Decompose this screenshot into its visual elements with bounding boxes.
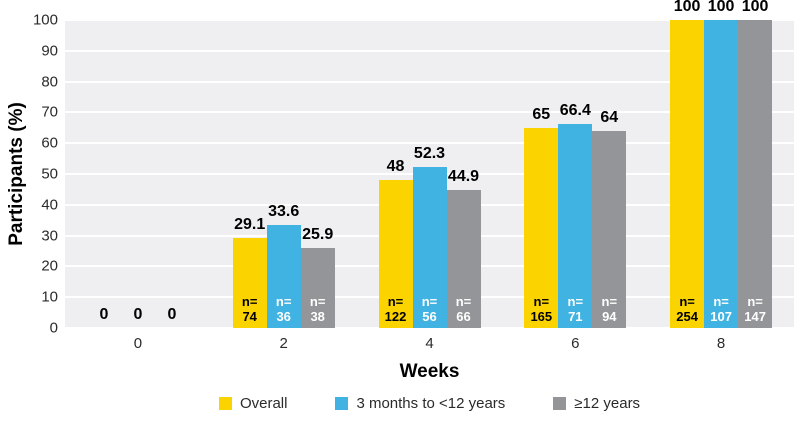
y-tick-label: 90 xyxy=(41,42,58,60)
bar-value-label: 33.6 xyxy=(268,202,300,220)
x-tick-label: 8 xyxy=(716,335,726,352)
x-tick-label: 4 xyxy=(425,335,434,352)
bar-n-label: n= 107 xyxy=(710,294,732,324)
x-axis-title: Weeks xyxy=(399,361,460,382)
bar-value-label: 0 xyxy=(167,306,177,323)
gridline xyxy=(65,19,794,21)
x-tick-label: 2 xyxy=(279,335,288,352)
bar-group: 65 n= 165 66.4 n= 71 64 n= 94 xyxy=(524,102,627,328)
y-tick-label: 100 xyxy=(32,11,58,29)
bar-value-label: 100 xyxy=(673,0,701,15)
bar: 29.1 n= 74 xyxy=(232,216,267,328)
bar-value-label: 25.9 xyxy=(302,226,334,244)
bar: 52.3 n= 56 xyxy=(412,145,447,328)
bar-n-label: n= 165 xyxy=(530,294,553,324)
legend-label: Overall xyxy=(239,395,288,412)
y-tick-label: 30 xyxy=(41,227,58,245)
bar-group: 29.1 n= 74 33.6 n= 36 25.9 n= 38 xyxy=(232,203,335,328)
gridline xyxy=(65,327,794,329)
bar-value-label: 66.4 xyxy=(559,101,591,119)
bar-n-label: n= 122 xyxy=(384,294,407,324)
y-tick-label: 70 xyxy=(41,103,58,121)
bar: 66.4 n= 71 xyxy=(558,102,593,328)
bar: 64 n= 94 xyxy=(592,109,627,328)
legend-item: 3 months to <12 years xyxy=(335,395,505,412)
gridline xyxy=(65,142,794,145)
bar-n-label: n= 36 xyxy=(275,294,292,324)
y-tick-label: 10 xyxy=(41,288,58,306)
bar: 100 n= 107 xyxy=(704,0,739,328)
legend-item: ≥12 years xyxy=(553,395,640,412)
bar-value-label: 48 xyxy=(386,158,405,176)
bar-value-label: 0 xyxy=(99,306,109,323)
y-tick-label: 80 xyxy=(41,73,58,91)
x-tick-label: 6 xyxy=(571,335,580,352)
bar-group: 48 n= 122 52.3 n= 56 44.9 n= 66 xyxy=(378,145,481,328)
legend-label: 3 months to <12 years xyxy=(356,395,506,412)
bar-value-label: 65 xyxy=(532,105,551,123)
bar-value-label: 52.3 xyxy=(413,144,446,162)
bar-value-label: 44.9 xyxy=(447,167,480,185)
x-tick-label: 0 xyxy=(133,335,143,352)
bar-value-label: 100 xyxy=(741,0,769,15)
y-tick-label: 0 xyxy=(49,319,58,337)
bar-value-label: 29.1 xyxy=(234,216,266,234)
bar-value-label: 0 xyxy=(133,306,143,323)
legend-swatch xyxy=(335,397,349,410)
plot-area: 0 0 0 29.1 n= 74 33.6 n= 36 25.9 n= 38 48 n= 122 52.3 n=… xyxy=(65,0,794,329)
bar-n-label: n= 74 xyxy=(241,294,258,324)
bar: 100 n= 147 xyxy=(738,0,773,328)
bar-n-label: n= 94 xyxy=(601,294,618,324)
bar: 100 n= 254 xyxy=(670,0,705,328)
legend: Overall 3 months to <12 years ≥12 years xyxy=(65,395,794,412)
gridline xyxy=(65,49,794,52)
gridline xyxy=(65,80,794,83)
legend-label: ≥12 years xyxy=(574,395,641,412)
bar-value-label: 100 xyxy=(707,0,735,15)
bar-n-label: n= 56 xyxy=(421,294,438,324)
bar: 48 n= 122 xyxy=(378,158,413,328)
bar-n-label: n= 254 xyxy=(676,294,698,324)
legend-swatch xyxy=(218,397,232,410)
legend-item: Overall xyxy=(218,395,288,412)
bar-n-label: n= 38 xyxy=(309,294,326,324)
y-tick-label: 40 xyxy=(41,196,58,214)
bar-group: 100 n= 254 100 n= 107 100 n= 147 xyxy=(670,0,773,328)
bar-value-label: 64 xyxy=(600,108,619,126)
bar: 44.9 n= 66 xyxy=(446,168,481,328)
bar: 33.6 n= 36 xyxy=(266,203,301,328)
bar-n-label: n= 66 xyxy=(455,294,472,324)
legend-swatch xyxy=(553,397,567,410)
y-tick-label: 50 xyxy=(41,165,58,183)
gridline xyxy=(65,111,794,114)
y-tick-label: 60 xyxy=(41,134,58,152)
bar: 25.9 n= 38 xyxy=(300,226,335,328)
y-tick-label: 20 xyxy=(41,257,58,275)
bar-n-label: n= 71 xyxy=(567,294,584,324)
bar-n-label: n= 147 xyxy=(744,294,766,324)
bar: 65 n= 165 xyxy=(524,106,559,328)
